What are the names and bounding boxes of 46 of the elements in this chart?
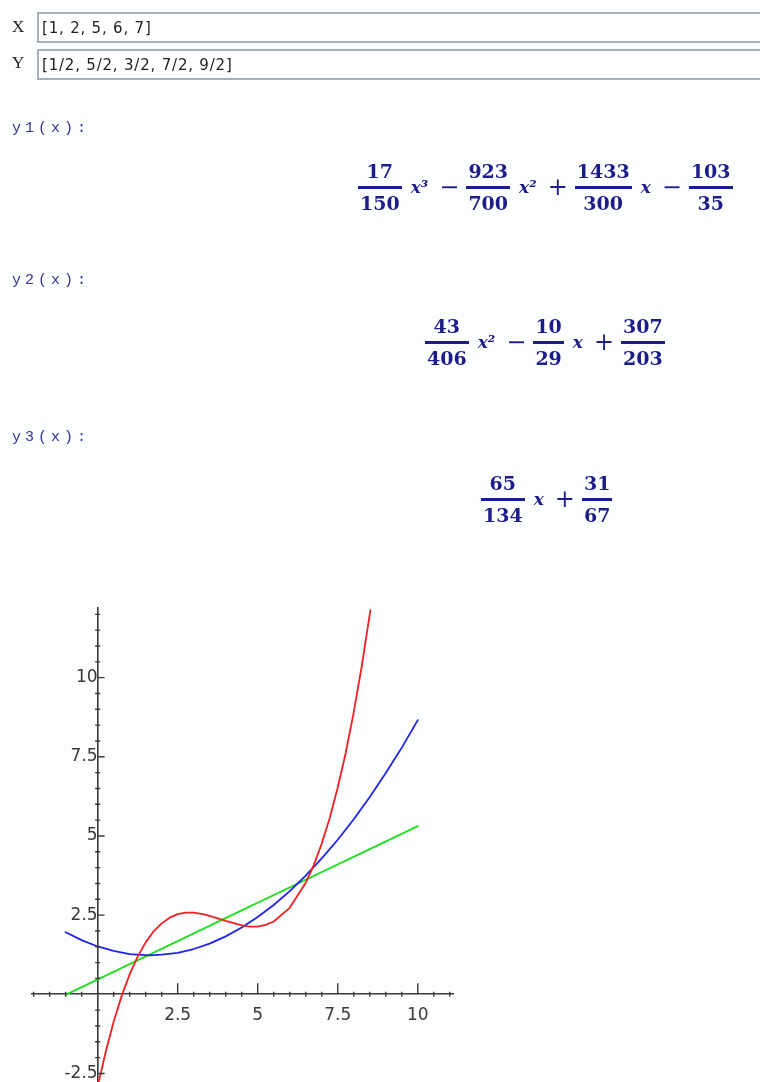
- text: +: [554, 485, 575, 513]
- text: X: [12, 17, 25, 37]
- text: x²: [519, 177, 537, 197]
- text: 700: [466, 186, 511, 214]
- x-tick-label: 5: [252, 1003, 264, 1024]
- text: 203: [621, 341, 665, 369]
- text: 1433: [575, 160, 631, 184]
- y-tick-label: 5: [86, 824, 98, 845]
- y-tick-label: 7.5: [70, 745, 98, 766]
- text: 406: [425, 341, 469, 369]
- text: 923: [467, 160, 510, 184]
- text: x²: [477, 332, 496, 352]
- y-tick-label: -2.5: [64, 1061, 98, 1082]
- text: 29: [533, 341, 564, 369]
- text-field: [1, 2, 5, 6, 7]: [37, 12, 760, 43]
- text: −: [661, 173, 682, 201]
- text: 300: [574, 186, 632, 214]
- text: 134: [481, 498, 525, 526]
- text: 43: [432, 315, 462, 339]
- text: 17: [365, 160, 395, 184]
- text: x: [533, 489, 544, 509]
- text: y2(x):: [12, 271, 91, 290]
- text: +: [547, 173, 568, 201]
- text: x: [572, 332, 583, 352]
- text: 65: [488, 472, 518, 496]
- text: 35: [688, 186, 733, 214]
- text: 10: [534, 315, 563, 339]
- text: −: [439, 173, 460, 201]
- text: y3(x):: [12, 428, 91, 447]
- x-tick-label: 2.5: [164, 1003, 192, 1024]
- text: 67: [581, 498, 613, 526]
- text: Y: [12, 53, 25, 73]
- x-tick-label: 7.5: [324, 1003, 352, 1024]
- text: 150: [358, 186, 402, 214]
- text: +: [593, 328, 615, 356]
- y-tick-label: 10: [75, 666, 98, 687]
- text: 307: [622, 315, 664, 339]
- text: y1(x):: [12, 119, 91, 138]
- text: 103: [689, 160, 732, 184]
- text: x: [640, 177, 651, 197]
- x-tick-label: 10: [406, 1003, 429, 1024]
- text: −: [506, 328, 527, 356]
- text-field: [1/2, 5/2, 3/2, 7/2, 9/2]: [37, 49, 760, 80]
- text: 31: [582, 472, 612, 496]
- text: x³: [410, 177, 429, 197]
- y-tick-label: 2.5: [70, 903, 98, 924]
